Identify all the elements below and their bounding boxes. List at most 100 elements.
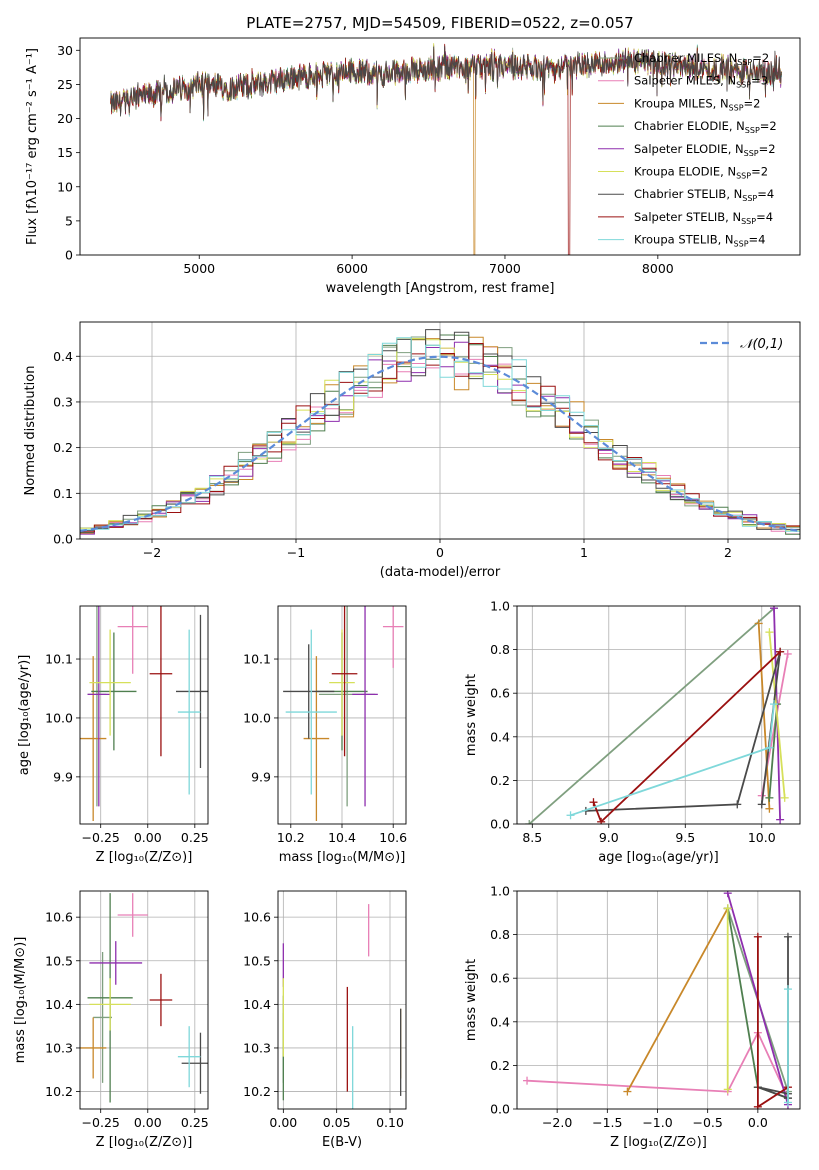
- y-tick-label: 10.0: [243, 710, 271, 725]
- y-tick-label: 0.2: [490, 773, 510, 788]
- legend-entry: 𝒩(0,1): [740, 337, 783, 352]
- weight-path-2: [757, 623, 771, 809]
- legend-rest: =2: [759, 142, 776, 156]
- error-cross: [149, 606, 173, 757]
- axes-frame: [79, 37, 801, 256]
- x-axis-label: mass [log₁₀(M/M⊙)]: [279, 850, 406, 865]
- error-cross: [177, 1026, 201, 1088]
- error-cross: [93, 952, 112, 1083]
- y-tick-label: 20: [57, 111, 73, 126]
- error-cross: [352, 606, 378, 807]
- legend-subscript: SSP: [729, 103, 744, 112]
- x-tick-label: −0.5: [692, 1115, 722, 1130]
- y-tick-label: 0.0: [490, 817, 510, 832]
- x-tick-label: 0.0: [748, 1115, 768, 1130]
- legend-subscript: SSP: [742, 194, 757, 203]
- x-tick-label: 7000: [489, 261, 521, 276]
- y-tick-label: 0.0: [53, 532, 73, 547]
- weight-path-6: [585, 651, 781, 812]
- legend-rest: =2: [744, 96, 761, 110]
- error-cross: [177, 629, 201, 795]
- x-tick-label: −1: [287, 545, 305, 560]
- y-tick-label: 0.1: [53, 486, 73, 501]
- axes-frame: [277, 890, 407, 1110]
- legend-entry: Kroupa ELODIE, NSSP=2: [634, 165, 768, 181]
- error-cross: [80, 656, 107, 822]
- x-tick-label: −0.25: [82, 830, 120, 845]
- error-cross: [149, 973, 173, 1027]
- error-cross: [382, 606, 404, 668]
- x-tick-label: 10.2: [277, 830, 305, 845]
- x-tick-label: 0.00: [134, 1115, 162, 1130]
- y-tick-label: 1.0: [490, 599, 510, 614]
- y-axis-label: mass weight: [464, 959, 479, 1041]
- legend-subscript: SSP: [736, 172, 751, 181]
- axes-frame: [79, 890, 209, 1110]
- legend-entry: Chabrier ELODIE, NSSP=2: [634, 119, 777, 135]
- x-tick-label: 8.5: [522, 830, 542, 845]
- x-tick-label: 0.10: [376, 1115, 404, 1130]
- error-cross: [117, 606, 148, 674]
- x-tick-label: 10.0: [748, 830, 776, 845]
- error-cross: [89, 978, 131, 1031]
- y-tick-label: 10.0: [45, 710, 73, 725]
- y-tick-label: 10.1: [45, 652, 73, 667]
- y-tick-label: 10.2: [45, 1084, 73, 1099]
- plot-area: [525, 606, 792, 824]
- x-tick-label: 6000: [336, 261, 368, 276]
- x-tick-label: −1.5: [592, 1115, 622, 1130]
- y-tick-label: 0: [65, 248, 73, 263]
- x-axis-label: Z [log₁₀(Z/Z⊙)]: [96, 1135, 193, 1150]
- y-axis-label: Flux [fλ10⁻¹⁷ erg cm⁻² s⁻¹ A⁻¹]: [25, 48, 40, 245]
- y-tick-label: 10: [57, 179, 73, 194]
- weight-path-1: [526, 1030, 789, 1099]
- x-tick-label: 10.6: [379, 830, 407, 845]
- x-axis-label: wavelength [Angstrom, rest frame]: [326, 281, 555, 296]
- y-axis-label: Normed distribution: [23, 366, 38, 496]
- legend-rest: =3: [751, 74, 768, 88]
- x-axis-label: E(B-V): [322, 1135, 362, 1150]
- error-cross: [87, 606, 111, 807]
- legend-entry: Chabrier STELIB, NSSP=4: [634, 187, 774, 203]
- y-tick-label: 1.0: [490, 884, 510, 899]
- error-cross: [181, 1032, 208, 1094]
- x-tick-label: 0.05: [323, 1115, 351, 1130]
- axes-frame: [79, 605, 209, 825]
- legend-rest: =2: [751, 165, 768, 179]
- y-tick-label: 0.3: [53, 394, 73, 409]
- y-tick-label: 5: [65, 213, 73, 228]
- x-tick-label: −0.25: [82, 1115, 120, 1130]
- legend-rest: =2: [760, 119, 777, 133]
- age-vs-mass-panel: 10.2 10.4 10.6 9.9 10.0 10.1 mass [log₁₀(M/M⊙)…: [243, 605, 407, 865]
- legend-entry: Kroupa STELIB, NSSP=4: [634, 233, 765, 249]
- spectrum-legend: Chabrier MILES, NSSP=2 Salpeter MILES, NS…: [598, 51, 777, 249]
- plot-area: [80, 893, 208, 1103]
- y-tick-label: 10.6: [243, 910, 271, 925]
- legend-subscript: SSP: [736, 81, 751, 90]
- weight-vs-metallicity-panel: −2.0 −1.5 −1.0 −0.5 0.0 0.0 0.2 0.4 0.6 0.8 1.0 Z […: [464, 884, 801, 1150]
- plot-area: [282, 904, 402, 1109]
- weight-path-2: [626, 907, 729, 1093]
- legend-subscript: SSP: [744, 149, 759, 158]
- x-tick-label: −2.0: [542, 1115, 572, 1130]
- x-axis-label: age [log₁₀(age/yr)]: [598, 850, 719, 865]
- y-tick-label: 9.9: [251, 769, 271, 784]
- x-axis-label: Z [log₁₀(Z/Z⊙)]: [96, 850, 193, 865]
- error-cross: [283, 644, 335, 739]
- x-tick-label: −2: [143, 545, 161, 560]
- histogram-series-6: [80, 329, 800, 531]
- weight-vs-age-panel: 8.5 9.0 9.5 10.0 0.0 0.2 0.4 0.6 0.8 1.0 age [log₁…: [464, 599, 801, 865]
- legend-rest: =2: [752, 51, 769, 65]
- x-tick-label: 0.25: [181, 830, 209, 845]
- legend-entry: Salpeter ELODIE, NSSP=2: [634, 142, 776, 158]
- y-tick-label: 10.4: [45, 997, 73, 1012]
- plot-area: [523, 891, 792, 1109]
- plot-area: [110, 43, 783, 255]
- y-axis-label: mass [log₁₀(M/M⊙)]: [13, 937, 28, 1064]
- y-tick-label: 10.6: [45, 910, 73, 925]
- y-axis-label: age [log₁₀(age/yr)]: [17, 655, 32, 776]
- y-tick-label: 10.5: [243, 953, 271, 968]
- residuals-legend: 𝒩(0,1): [700, 337, 783, 352]
- legend-rest: =4: [749, 233, 766, 247]
